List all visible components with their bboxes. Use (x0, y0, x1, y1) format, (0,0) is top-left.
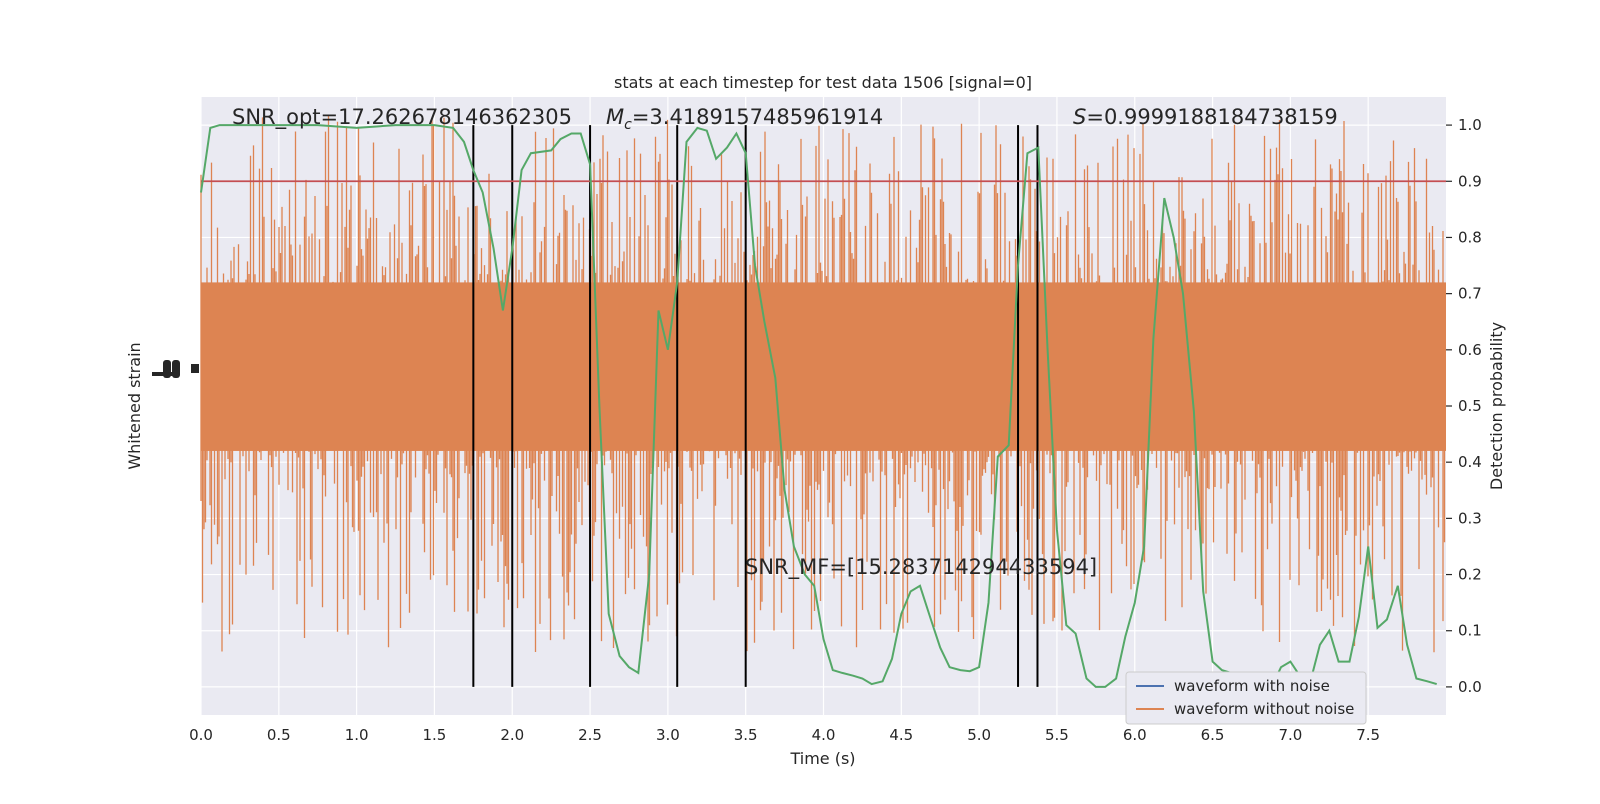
y-tick-label: 1.0 (1458, 116, 1482, 134)
x-tick-label: 2.0 (500, 726, 524, 744)
legend: waveform with noise waveform without noi… (1125, 671, 1367, 725)
s-value: =0.9999188184738159 (1086, 105, 1337, 129)
vertical-markers (472, 125, 1039, 687)
left-y-axis-label: Whitened strain (125, 342, 144, 469)
y-tick-label: 0.8 (1458, 228, 1482, 246)
mc-symbol: M (606, 105, 624, 129)
x-tick-label: 2.5 (578, 726, 602, 744)
waveform-without-noise-series (200, 115, 1446, 653)
y-tick-label: 0.6 (1458, 341, 1482, 359)
s-symbol: S (1073, 105, 1086, 129)
x-tick-label: 4.5 (889, 726, 913, 744)
mc-subscript: c (624, 117, 632, 133)
mc-value: =3.4189157485961914 (632, 105, 883, 129)
legend-label-without-noise: waveform without noise (1174, 700, 1354, 718)
y-tick-label: 0.0 (1458, 678, 1482, 696)
y-tick-label: 0.3 (1458, 509, 1482, 527)
x-tick-label: 4.0 (812, 726, 836, 744)
left-tick-blob (172, 360, 180, 378)
legend-label-with-noise: waveform with noise (1174, 677, 1330, 695)
mc-annotation: Mc=3.4189157485961914 (606, 105, 883, 133)
s-annotation: S=0.9999188184738159 (1073, 105, 1338, 129)
x-tick-label: 6.0 (1123, 726, 1147, 744)
chart-title: stats at each timestep for test data 150… (614, 73, 1032, 92)
y-tick-label: 0.2 (1458, 566, 1482, 584)
left-tick-blob (191, 364, 199, 373)
legend-box (1125, 671, 1367, 725)
y-tick-label: 0.4 (1458, 453, 1482, 471)
x-axis-label: Time (s) (789, 749, 855, 768)
snr-mf-annotation: SNR_MF=[15.283714294433594] (745, 555, 1097, 580)
y-tick-label: 0.5 (1458, 397, 1482, 415)
x-tick-label: 1.0 (345, 726, 369, 744)
x-tick-label: 7.0 (1278, 726, 1302, 744)
left-axis-overlapping-ticks (152, 360, 199, 378)
right-y-axis-label: Detection probability (1487, 322, 1506, 490)
noise-spikes (200, 115, 1446, 653)
x-tick-label: 5.5 (1045, 726, 1069, 744)
y-tick-label: 0.9 (1458, 172, 1482, 190)
x-tick-label: 1.5 (423, 726, 447, 744)
x-tick-label: 3.0 (656, 726, 680, 744)
snr-opt-annotation: SNR_opt=17.262678146362305 (232, 105, 572, 130)
x-axis-ticks: 0.0 0.5 1.0 1.5 2.0 2.5 3.0 3.5 4.0 4.5 5.0 5.5 6.0 6… (189, 726, 1380, 744)
x-tick-label: 0.5 (267, 726, 291, 744)
x-tick-label: 0.0 (189, 726, 213, 744)
left-tick-blob (163, 360, 171, 378)
x-tick-label: 6.5 (1201, 726, 1225, 744)
right-y-axis-ticks: 0.0 0.1 0.2 0.3 0.4 0.5 0.6 0.7 0.8 0.9 1.0 (1446, 116, 1482, 696)
x-tick-label: 3.5 (734, 726, 758, 744)
y-tick-label: 0.1 (1458, 622, 1482, 640)
x-tick-label: 7.5 (1356, 726, 1380, 744)
y-tick-label: 0.7 (1458, 285, 1482, 303)
x-tick-label: 5.0 (967, 726, 991, 744)
